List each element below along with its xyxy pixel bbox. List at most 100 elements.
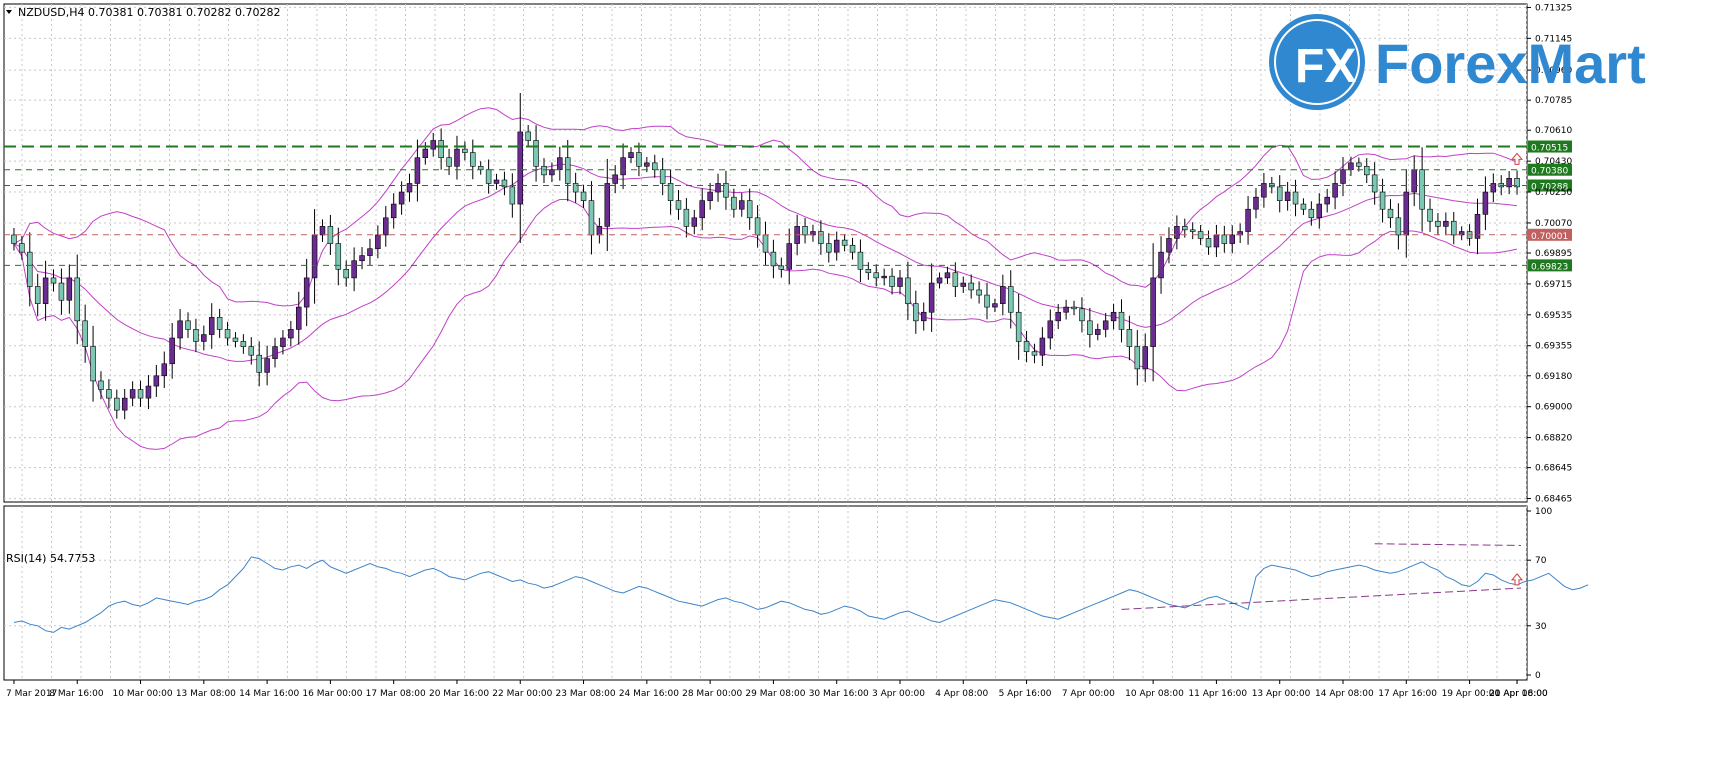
- candle[interactable]: [1023, 330, 1030, 363]
- candle[interactable]: [193, 318, 199, 353]
- candle[interactable]: [833, 231, 840, 261]
- candle[interactable]: [841, 234, 848, 252]
- candle[interactable]: [58, 268, 65, 315]
- candle[interactable]: [636, 142, 642, 177]
- candle[interactable]: [177, 309, 183, 350]
- candle[interactable]: [19, 235, 25, 260]
- candle[interactable]: [406, 173, 413, 202]
- candle[interactable]: [240, 334, 247, 354]
- candle[interactable]: [873, 264, 880, 287]
- candle[interactable]: [1110, 303, 1117, 330]
- candle[interactable]: [1419, 147, 1425, 232]
- candle[interactable]: [280, 330, 286, 355]
- candle[interactable]: [1245, 196, 1251, 245]
- candle[interactable]: [739, 193, 745, 217]
- candle[interactable]: [572, 172, 579, 203]
- candle[interactable]: [541, 158, 547, 184]
- candle[interactable]: [454, 135, 460, 180]
- candle[interactable]: [153, 364, 160, 397]
- candle[interactable]: [1316, 193, 1323, 229]
- candle[interactable]: [826, 233, 832, 263]
- candle[interactable]: [1284, 181, 1291, 211]
- candle[interactable]: [1015, 293, 1022, 360]
- candle[interactable]: [1039, 327, 1046, 366]
- candle[interactable]: [383, 206, 389, 247]
- candle[interactable]: [1253, 188, 1259, 219]
- candle[interactable]: [905, 261, 911, 320]
- candle[interactable]: [723, 170, 729, 210]
- candle[interactable]: [928, 263, 935, 332]
- candle[interactable]: [992, 298, 998, 313]
- candle[interactable]: [1063, 299, 1069, 320]
- candle[interactable]: [1031, 343, 1038, 364]
- candle[interactable]: [90, 325, 96, 402]
- candle[interactable]: [1095, 323, 1101, 341]
- candle[interactable]: [1300, 198, 1307, 215]
- candle[interactable]: [319, 219, 326, 242]
- candle[interactable]: [1087, 307, 1093, 348]
- candle[interactable]: [675, 189, 682, 220]
- candle[interactable]: [493, 173, 500, 190]
- candle[interactable]: [1514, 170, 1520, 195]
- candle[interactable]: [375, 225, 381, 259]
- candle[interactable]: [272, 337, 278, 368]
- candle[interactable]: [1363, 158, 1370, 184]
- candle[interactable]: [1047, 309, 1054, 350]
- candle[interactable]: [659, 157, 666, 196]
- candle[interactable]: [129, 381, 136, 407]
- candle[interactable]: [889, 268, 895, 295]
- candle[interactable]: [1443, 212, 1449, 236]
- candle[interactable]: [351, 247, 357, 292]
- candle[interactable]: [818, 220, 824, 255]
- candle[interactable]: [501, 171, 508, 196]
- candle[interactable]: [1340, 157, 1346, 197]
- candle[interactable]: [208, 303, 215, 349]
- candle[interactable]: [34, 273, 41, 317]
- candle[interactable]: [604, 158, 611, 251]
- candle[interactable]: [11, 228, 17, 251]
- candle[interactable]: [533, 125, 539, 182]
- candle[interactable]: [82, 304, 88, 363]
- candle[interactable]: [121, 388, 128, 420]
- candle[interactable]: [414, 139, 421, 202]
- candle[interactable]: [1189, 222, 1196, 240]
- candle[interactable]: [1126, 315, 1133, 361]
- candle[interactable]: [367, 238, 373, 266]
- candle[interactable]: [913, 290, 919, 334]
- candle[interactable]: [1435, 213, 1441, 235]
- candle[interactable]: [248, 337, 255, 365]
- candle[interactable]: [1395, 203, 1402, 250]
- candle[interactable]: [137, 380, 144, 407]
- candle[interactable]: [169, 323, 175, 379]
- candle[interactable]: [74, 254, 80, 345]
- candle[interactable]: [1142, 333, 1148, 383]
- candle[interactable]: [952, 262, 959, 297]
- candle[interactable]: [549, 162, 555, 183]
- candle[interactable]: [715, 173, 721, 202]
- candle[interactable]: [390, 193, 397, 229]
- candle[interactable]: [620, 143, 626, 190]
- candle[interactable]: [960, 276, 967, 293]
- candle[interactable]: [699, 188, 705, 231]
- candle[interactable]: [968, 274, 974, 299]
- candle[interactable]: [1150, 243, 1156, 382]
- candle[interactable]: [1221, 225, 1228, 253]
- candle[interactable]: [580, 184, 587, 208]
- candle[interactable]: [667, 169, 674, 215]
- candle[interactable]: [264, 345, 270, 386]
- candle[interactable]: [42, 260, 49, 321]
- candle[interactable]: [1482, 176, 1489, 230]
- candle[interactable]: [857, 239, 864, 282]
- candle[interactable]: [746, 188, 753, 230]
- candle[interactable]: [1474, 198, 1481, 255]
- candle[interactable]: [707, 182, 713, 210]
- candle[interactable]: [359, 247, 365, 270]
- candle[interactable]: [691, 209, 698, 235]
- candle[interactable]: [849, 237, 856, 260]
- rsi-trendline-rising[interactable]: [1121, 587, 1522, 610]
- candle[interactable]: [145, 375, 152, 410]
- candle[interactable]: [1071, 300, 1077, 316]
- candle[interactable]: [1276, 175, 1283, 213]
